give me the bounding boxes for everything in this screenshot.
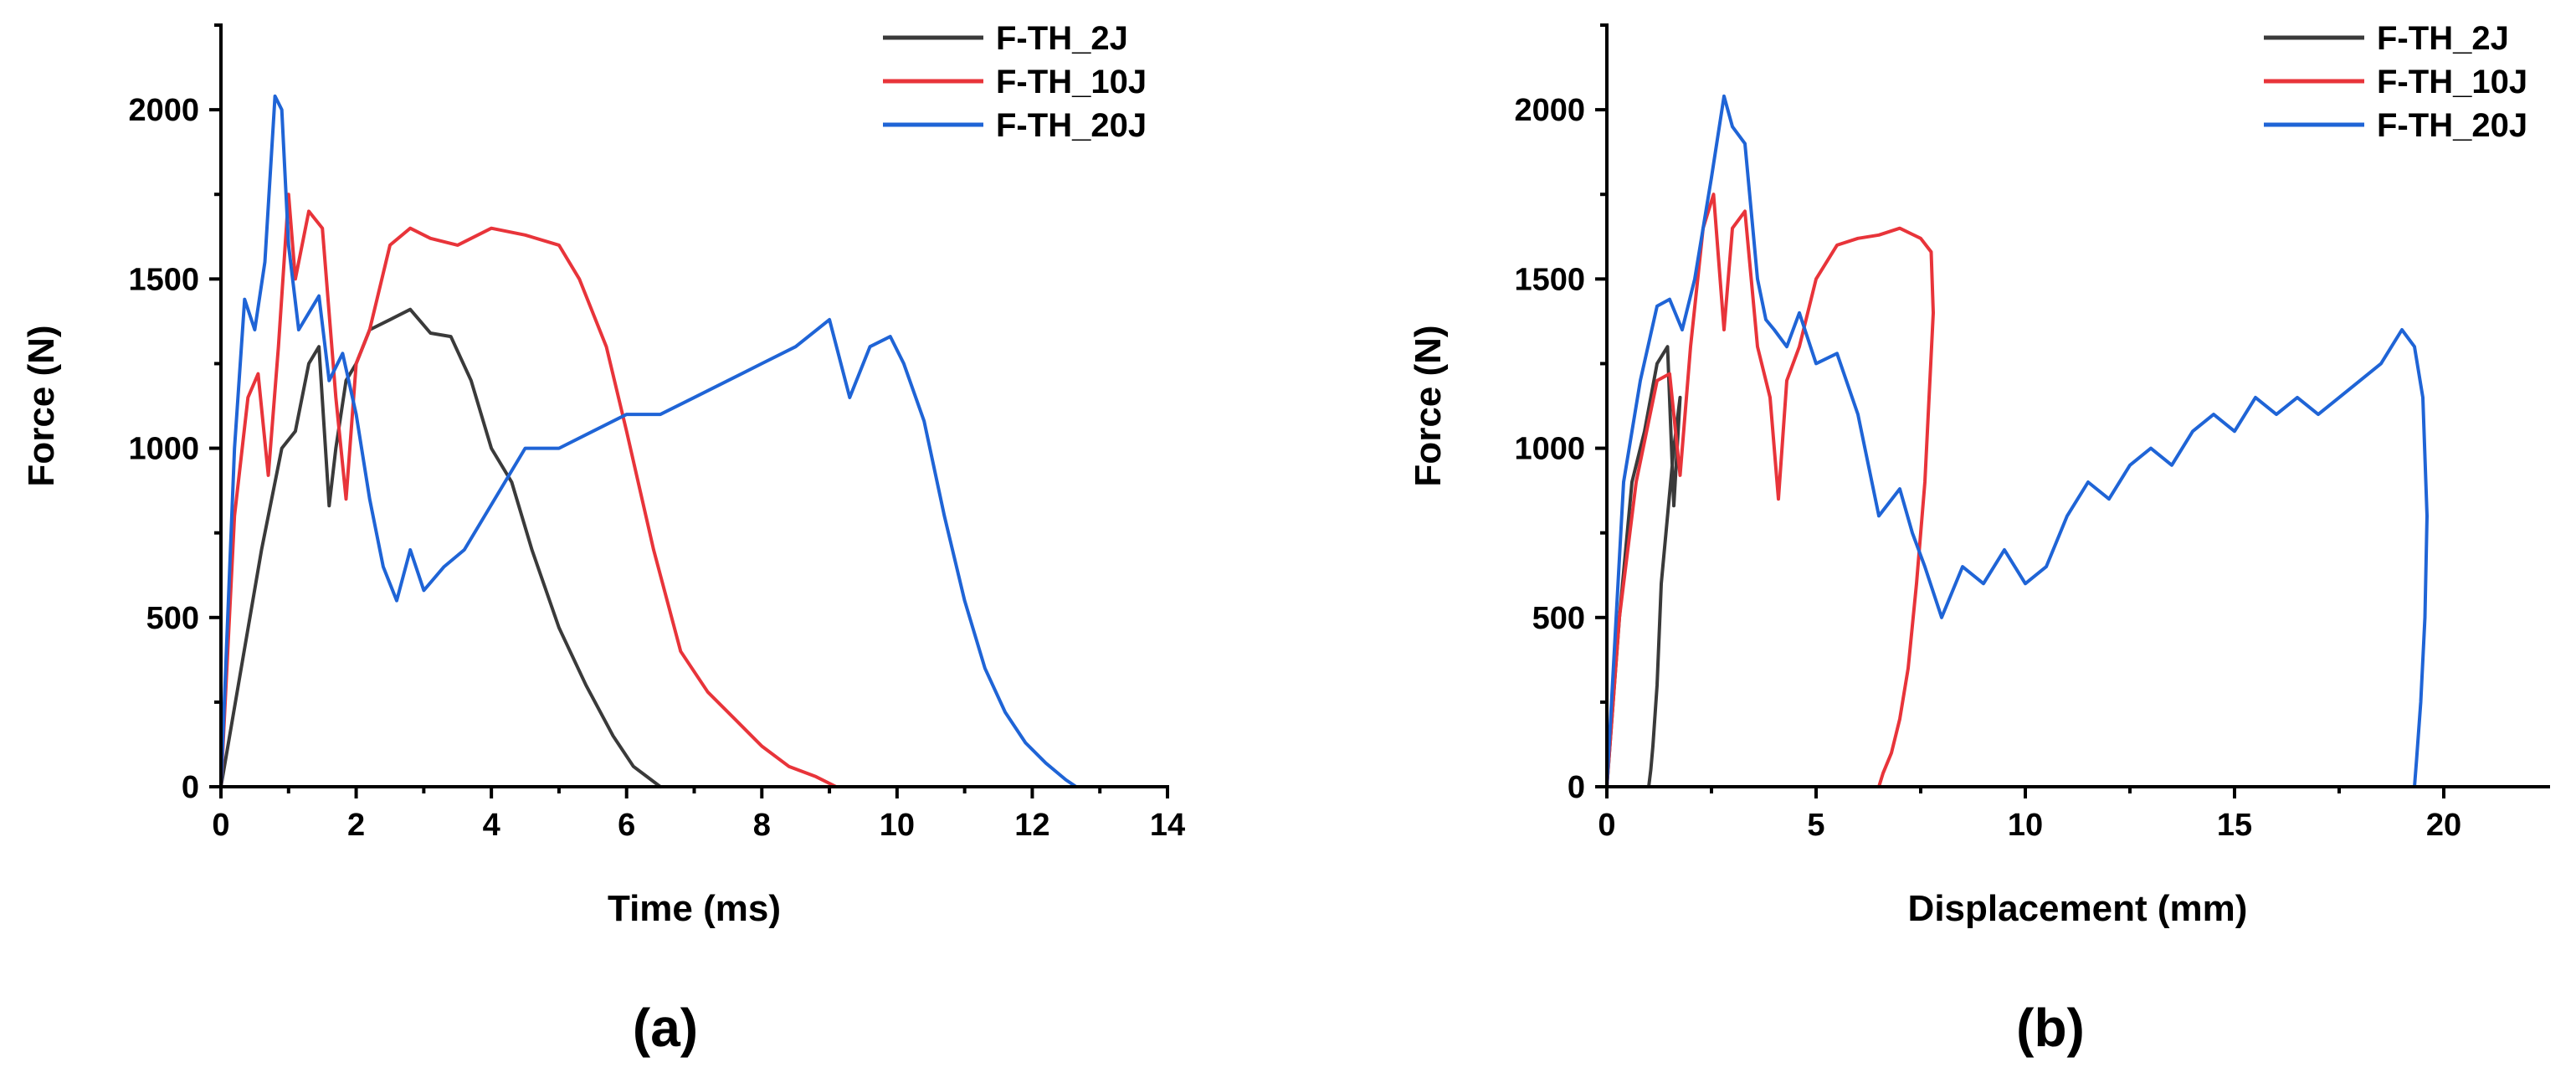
x-tick-label: 4 <box>483 808 500 843</box>
x-tick-label: 12 <box>1014 808 1049 843</box>
y-tick-label: 500 <box>146 601 199 636</box>
series-line-F-TH_20J <box>219 94 1078 788</box>
legend-label: F-TH_2J <box>996 20 1128 57</box>
y-tick-label: 500 <box>1532 601 1585 636</box>
y-tick-label: 0 <box>1568 770 1585 805</box>
x-tick-label: 0 <box>212 808 229 843</box>
y-axis-title: Force (N) <box>1408 325 1449 486</box>
x-tick-label: 8 <box>753 808 771 843</box>
chart-panel-b: 0 5 10 15 20 0 500 1000 1500 2000 Displacement (mm… <box>1408 20 2550 1058</box>
x-tick-label: 10 <box>880 808 915 843</box>
x-tick-label: 20 <box>2426 808 2461 843</box>
series-line-F-TH_10J <box>1605 193 1935 788</box>
x-tick-label: 2 <box>347 808 365 843</box>
legend-label: F-TH_20J <box>996 107 1147 144</box>
series-line-F-TH_2J <box>219 307 663 788</box>
y-tick-label: 1500 <box>1514 262 1585 297</box>
legend-label: F-TH_2J <box>2377 20 2509 57</box>
y-axis-title: Force (N) <box>21 325 62 486</box>
y-tick-label: 0 <box>182 770 199 805</box>
x-axis-title: Displacement (mm) <box>1908 888 2248 929</box>
series-line-F-TH_20J <box>1605 94 2429 788</box>
x-tick-label: 15 <box>2217 808 2252 843</box>
chart-panel-a: 0 2 4 6 8 10 12 14 0 500 1000 1500 2000 Time (ms) Forc… <box>21 20 1185 1058</box>
legend-label: F-TH_20J <box>2377 107 2527 144</box>
legend-label: F-TH_10J <box>2377 64 2527 100</box>
y-tick-label: 1500 <box>128 262 199 297</box>
y-tick-label: 2000 <box>1514 93 1585 128</box>
y-tick-label: 1000 <box>128 432 199 467</box>
x-tick-label: 14 <box>1150 808 1185 843</box>
panel-label: (a) <box>633 998 698 1058</box>
legend-label: F-TH_10J <box>996 64 1147 100</box>
x-axis-title: Time (ms) <box>608 888 781 929</box>
y-tick-label: 1000 <box>1514 432 1585 467</box>
panel-label: (b) <box>2016 998 2085 1058</box>
x-tick-label: 0 <box>1598 808 1615 843</box>
y-tick-label: 2000 <box>128 93 199 128</box>
x-tick-label: 6 <box>618 808 635 843</box>
x-tick-label: 5 <box>1807 808 1824 843</box>
series-line-F-TH_10J <box>219 193 839 788</box>
x-tick-label: 10 <box>2008 808 2043 843</box>
